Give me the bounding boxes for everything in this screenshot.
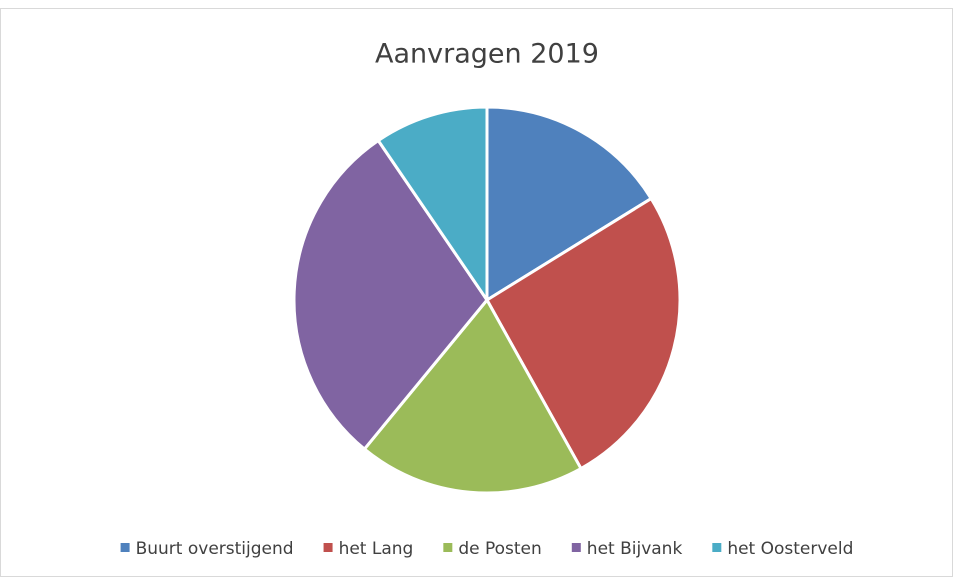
pie-slice xyxy=(484,196,682,471)
legend-marker xyxy=(712,543,722,552)
pie-slice xyxy=(376,105,489,305)
pie-slice xyxy=(292,138,489,452)
legend-label: het Bijvank xyxy=(587,539,683,559)
legend-label: het Oosterveld xyxy=(727,539,853,559)
pie-slice xyxy=(362,297,584,495)
legend-label: het Lang xyxy=(339,539,414,559)
legend-marker xyxy=(443,543,453,552)
pie-slice xyxy=(485,105,654,303)
legend-marker xyxy=(120,543,130,552)
chart-title: Aanvragen 2019 xyxy=(375,39,599,70)
legend-label: de Posten xyxy=(458,539,541,559)
legend-label: Buurt overstijgend xyxy=(136,539,294,559)
legend-marker xyxy=(323,543,333,552)
legend-marker xyxy=(571,543,581,552)
